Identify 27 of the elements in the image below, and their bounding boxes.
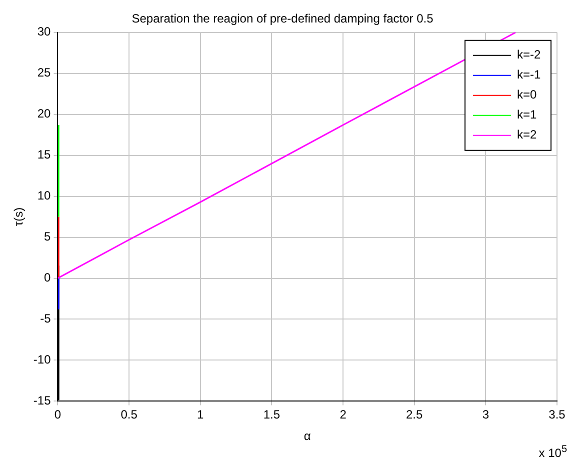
x-axis-title: α: [304, 429, 311, 444]
legend-label: k=-2: [517, 48, 542, 62]
x-tick-label: 0.5: [120, 408, 138, 422]
y-tick-label: 5: [44, 230, 52, 244]
y-tick-label: 20: [37, 106, 52, 121]
x-tick-label: 2: [340, 408, 347, 422]
text: x 10$^{5}$: [538, 444, 567, 460]
legend-label: k=1: [517, 108, 538, 122]
legend-label: k=0: [517, 88, 538, 102]
x-tick-label: 1.5: [263, 408, 280, 422]
y-tick-label: 30: [37, 24, 52, 39]
y-axis-title: τ(s): [12, 207, 26, 226]
legend-label: k=-1: [517, 68, 542, 82]
y-tick-label: 10: [37, 188, 52, 203]
y-tick-label: 15: [37, 148, 52, 162]
y-tick-label: -15: [33, 394, 52, 408]
y-tick-label: -5: [40, 312, 52, 326]
chart-title: Separation the reagion of pre-defined damping factor 0.5: [132, 12, 434, 26]
y-tick-label: 0: [44, 270, 52, 285]
legend-label: k=2: [517, 128, 538, 142]
x-tick-label: 3.5: [548, 408, 566, 422]
y-tick-label: 25: [37, 66, 52, 80]
y-tick-label: -10: [33, 352, 52, 367]
x-tick-label: 2.5: [406, 408, 424, 422]
x-tick-label: 0: [54, 408, 62, 422]
x-tick-label: 3: [482, 408, 490, 422]
x-tick-label: 1: [197, 408, 204, 422]
